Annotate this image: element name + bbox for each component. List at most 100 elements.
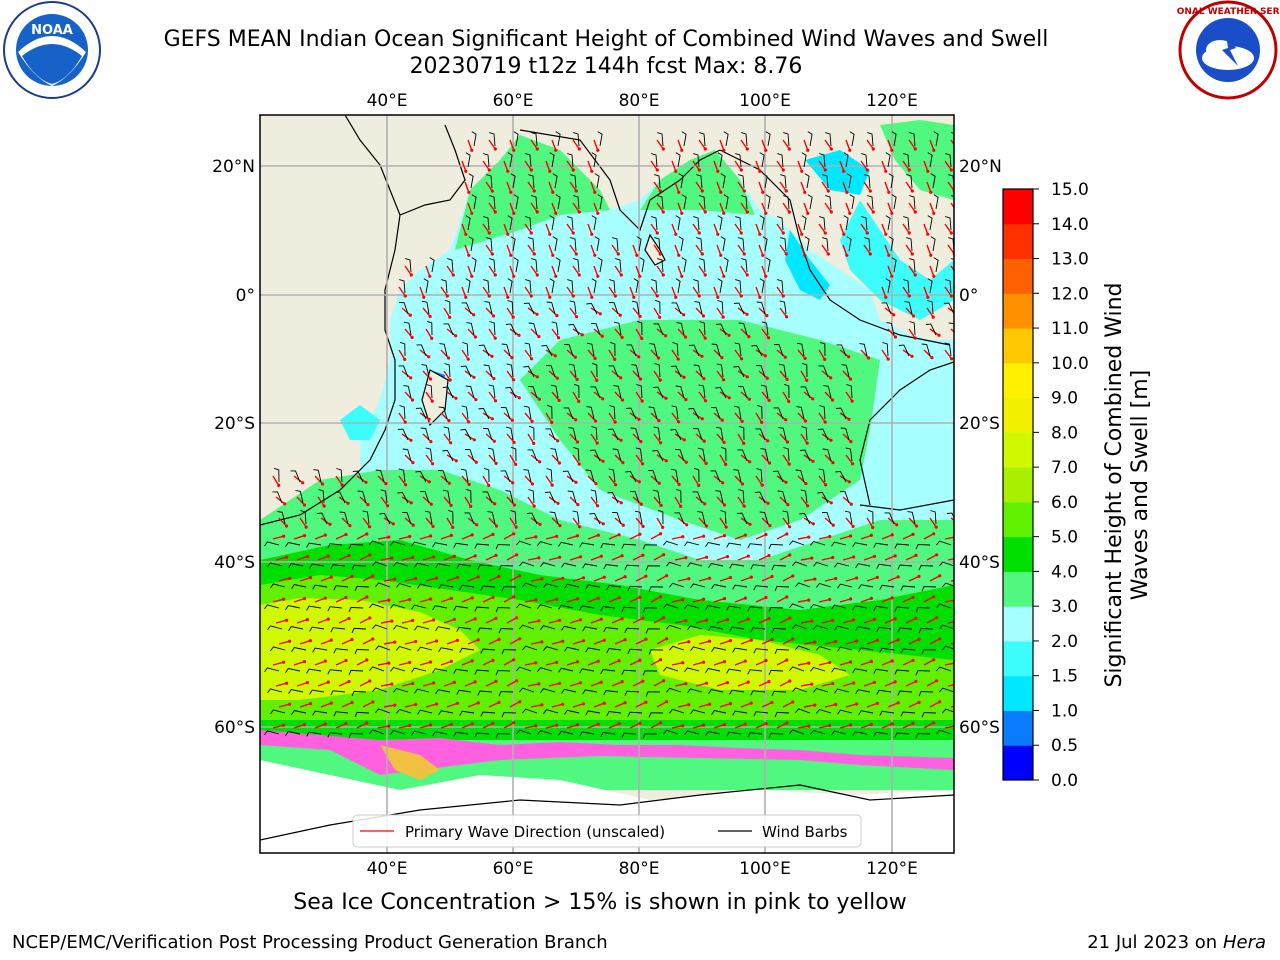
wave-direction-arrowhead bbox=[911, 532, 915, 537]
wave-direction-arrow bbox=[653, 370, 661, 381]
australia-coastline bbox=[859, 361, 954, 506]
wind-barb bbox=[699, 195, 706, 210]
wave-direction-arrow bbox=[467, 576, 479, 582]
wind-barb bbox=[471, 257, 477, 273]
wave-direction-arrowhead bbox=[855, 576, 859, 580]
wave-direction-arrowhead bbox=[512, 274, 516, 278]
wave-direction-arrowhead bbox=[599, 680, 603, 684]
wind-barb bbox=[834, 688, 850, 694]
wave-direction-arrowhead bbox=[329, 575, 333, 579]
wind-barb bbox=[474, 543, 490, 549]
wave-direction-arrowhead bbox=[368, 525, 372, 529]
wave-direction-arrowhead bbox=[476, 701, 480, 705]
wind-barb bbox=[609, 302, 619, 315]
wind-barb bbox=[540, 562, 556, 567]
wind-barb bbox=[625, 407, 637, 420]
wave-direction-arrowhead bbox=[368, 553, 372, 557]
wave-direction-arrowhead bbox=[745, 147, 749, 151]
wave-direction-arrowhead bbox=[403, 294, 407, 298]
wave-direction-arrow bbox=[671, 223, 677, 235]
wind-barb bbox=[528, 174, 535, 189]
wave-direction-arrow bbox=[653, 496, 662, 506]
wave-direction-arrowhead bbox=[644, 574, 648, 578]
wave-direction-arrow bbox=[905, 244, 913, 255]
wave-direction-arrowhead bbox=[848, 148, 852, 152]
wave-direction-arrowhead bbox=[619, 501, 623, 505]
wind-barb bbox=[537, 667, 553, 672]
wave-direction-arrow bbox=[755, 160, 761, 172]
wave-direction-arrowhead bbox=[746, 617, 750, 621]
wave-direction-arrowhead bbox=[781, 294, 785, 298]
wave-direction-arrow bbox=[320, 639, 332, 645]
wave-direction-arrowhead bbox=[365, 595, 369, 599]
wind-barb bbox=[564, 646, 580, 652]
wave-direction-arrow bbox=[671, 475, 680, 485]
wave-direction-arrow bbox=[548, 244, 554, 256]
wind-barb bbox=[636, 384, 643, 399]
lon-tick-label: 40°E bbox=[367, 859, 408, 879]
lat-ticks-right: 20°N 0° 20°S 40°S 60°S bbox=[959, 157, 1002, 738]
wave-direction-arrows bbox=[264, 131, 954, 739]
wave-direction-arrow bbox=[782, 638, 794, 645]
wind-barb bbox=[705, 541, 721, 547]
wind-barb bbox=[558, 667, 574, 673]
wave-direction-arrowhead bbox=[682, 375, 686, 379]
wind-barb bbox=[330, 690, 346, 696]
wave-direction-arrowhead bbox=[487, 231, 491, 235]
wind-barb bbox=[396, 582, 412, 588]
wave-direction-arrowhead bbox=[308, 639, 313, 643]
wind-barb bbox=[630, 427, 640, 441]
wind-barb bbox=[795, 469, 805, 483]
wave-direction-arrowhead bbox=[575, 660, 580, 664]
wave-direction-arrowhead bbox=[725, 618, 730, 622]
wind-barb bbox=[774, 648, 790, 655]
wind-barb bbox=[432, 542, 448, 548]
wave-direction-arrowhead bbox=[745, 312, 749, 316]
wave-direction-arrow bbox=[782, 391, 790, 402]
wind-barb bbox=[898, 344, 910, 357]
wave-direction-arrow bbox=[293, 660, 305, 666]
wave-direction-arrow bbox=[734, 412, 743, 422]
wind-barb bbox=[510, 446, 517, 462]
wind-barb bbox=[453, 605, 469, 611]
wave-direction-arrowhead bbox=[697, 294, 701, 298]
wave-direction-arrowhead bbox=[851, 462, 855, 466]
wind-barb bbox=[649, 343, 658, 357]
wind-barb bbox=[483, 428, 493, 441]
wave-direction-arrowhead bbox=[344, 721, 348, 726]
wave-direction-arrow bbox=[926, 554, 938, 561]
wave-direction-arrow bbox=[587, 223, 593, 235]
wave-direction-arrow bbox=[692, 661, 704, 666]
wave-direction-arrowhead bbox=[557, 461, 562, 465]
wave-direction-arrow bbox=[905, 617, 917, 624]
wave-direction-arrow bbox=[593, 702, 605, 708]
wind-barb bbox=[507, 215, 513, 231]
wave-direction-arrow bbox=[632, 244, 638, 256]
wave-direction-arrow bbox=[551, 577, 563, 582]
wave-direction-arrowhead bbox=[829, 376, 833, 380]
wave-direction-arrowhead bbox=[644, 700, 648, 704]
wave-direction-arrow bbox=[737, 433, 745, 444]
wave-direction-arrow bbox=[902, 533, 914, 540]
wind-barb bbox=[549, 278, 555, 294]
wave-direction-arrow bbox=[650, 160, 658, 171]
wind-barb bbox=[738, 386, 748, 399]
wind-barb bbox=[531, 132, 538, 147]
wind-barb bbox=[555, 131, 561, 147]
wave-direction-arrow bbox=[569, 244, 577, 255]
wind-barb bbox=[390, 540, 406, 546]
wave-direction-arrow bbox=[860, 223, 868, 234]
wave-direction-arrowhead bbox=[829, 210, 833, 214]
wind-barb bbox=[285, 730, 301, 736]
wave-direction-arrowhead bbox=[387, 724, 391, 728]
wave-direction-arrow bbox=[548, 433, 559, 442]
wave-direction-arrow bbox=[929, 265, 935, 277]
wind-barb bbox=[645, 565, 661, 571]
wave-direction-arrow bbox=[713, 286, 719, 298]
wave-direction-arrow bbox=[566, 286, 574, 297]
wind-barb bbox=[768, 543, 784, 550]
wind-barb bbox=[484, 301, 493, 315]
wave-direction-arrow bbox=[674, 620, 686, 624]
wind-barb bbox=[817, 428, 829, 441]
wave-direction-arrow bbox=[800, 244, 806, 256]
